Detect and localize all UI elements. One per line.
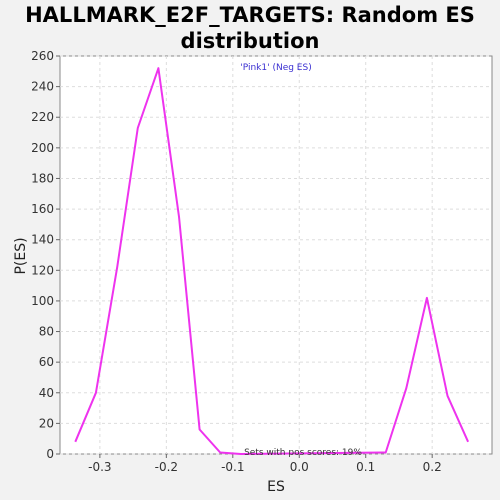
grid — [60, 55, 492, 455]
y-axis-label: P(ES) — [13, 237, 29, 274]
y-tick-label: 260 — [31, 49, 54, 63]
y-tick-label: 120 — [31, 263, 54, 277]
x-axis: -0.3 -0.2 -0.1 0.0 0.1 0.2 — [88, 454, 442, 474]
y-tick-label: 20 — [39, 416, 54, 430]
chart-title-line1: HALLMARK_E2F_TARGETS: Random ES — [25, 3, 475, 27]
y-tick-label: 200 — [31, 141, 54, 155]
y-tick-label: 220 — [31, 110, 54, 124]
y-tick-label: 0 — [46, 447, 54, 461]
x-tick-label: -0.2 — [155, 460, 178, 474]
plot-area — [59, 55, 493, 455]
series-line — [74, 67, 470, 455]
chart-title-line2: distribution — [180, 29, 320, 53]
y-tick-label: 180 — [31, 171, 54, 185]
y-tick-label: 80 — [39, 325, 54, 339]
y-tick-label: 100 — [31, 294, 54, 308]
y-tick-label: 240 — [31, 80, 54, 94]
y-tick-label: 40 — [39, 386, 54, 400]
y-tick-label: 60 — [39, 355, 54, 369]
x-tick-label: -0.3 — [88, 460, 111, 474]
x-tick-label: 0.1 — [356, 460, 375, 474]
series-layer — [74, 67, 470, 455]
y-axis: 0 20 40 60 80 100 120 140 160 180 200 220 240 260 — [31, 49, 60, 461]
y-tick-label: 140 — [31, 233, 54, 247]
x-tick-label: -0.1 — [221, 460, 244, 474]
y-tick-label: 160 — [31, 202, 54, 216]
sets-pos-scores-note: Sets with pos scores: 19% — [244, 448, 362, 458]
chart-title: HALLMARK_E2F_TARGETS: Random ES distribu… — [0, 2, 500, 54]
x-axis-label: ES — [267, 479, 285, 495]
x-tick-label: 0.2 — [423, 460, 442, 474]
x-tick-label: 0.0 — [290, 460, 309, 474]
gene-annotation: 'Pink1' (Neg ES) — [240, 63, 311, 73]
